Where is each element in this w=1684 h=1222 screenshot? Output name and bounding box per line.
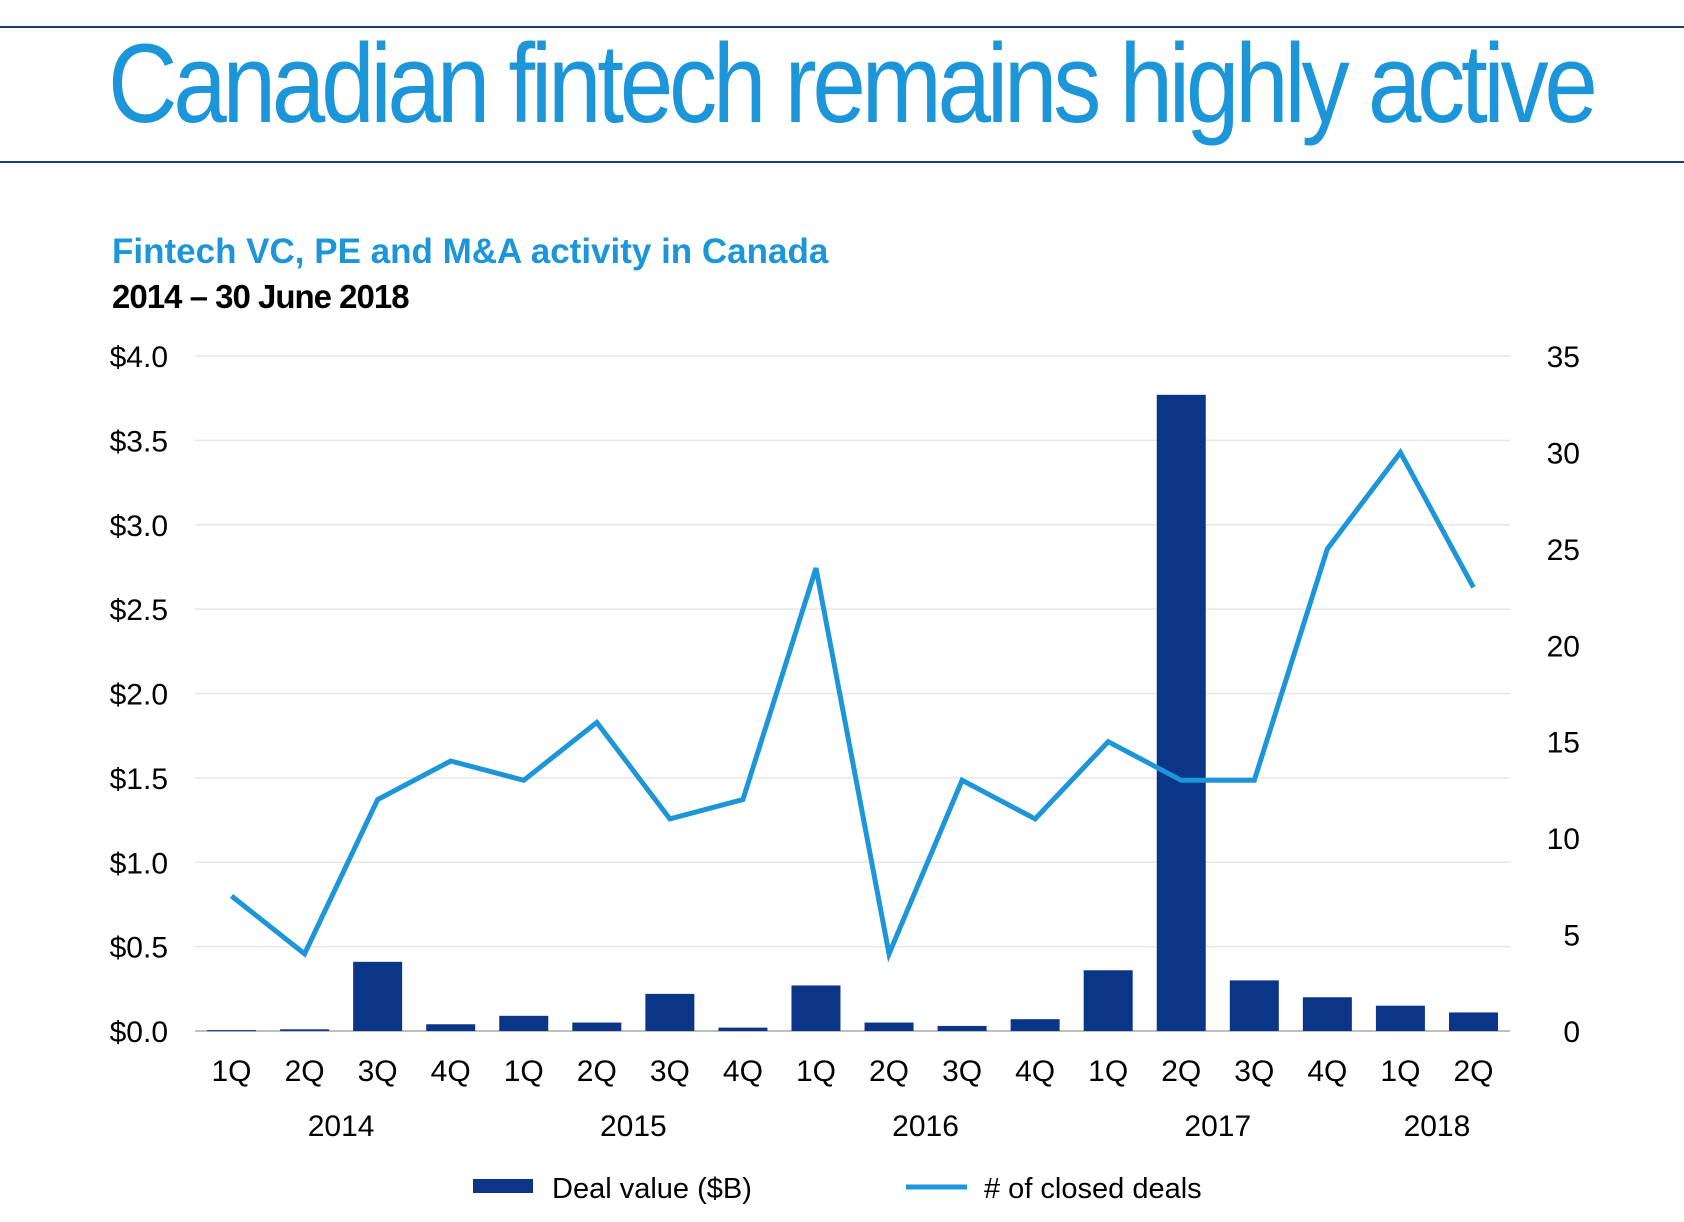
x-tick-label: 1Q	[1380, 1055, 1420, 1088]
axis-labels: $0.0 $0.5 $1.0 $1.5 $2.0 $2.5 $3.0 $3.5 $4.0 0 5 10…	[110, 341, 1580, 1143]
x-tick-label: 3Q	[1234, 1055, 1274, 1088]
top-rule	[0, 26, 1684, 28]
x-tick-label: 3Q	[650, 1055, 690, 1088]
bar	[645, 993, 695, 1031]
bar	[499, 1015, 549, 1031]
bar	[572, 1022, 622, 1031]
bar	[1448, 1012, 1498, 1031]
x-group-label: 2018	[1404, 1110, 1471, 1143]
bar	[280, 1029, 330, 1031]
bar	[791, 985, 841, 1031]
y-right-tick-label: 30	[1547, 437, 1580, 470]
bar	[1375, 1005, 1425, 1031]
y-left-tick-label: $0.0	[110, 1016, 168, 1049]
y-left-tick-label: $3.0	[110, 510, 168, 543]
bar	[1010, 1019, 1060, 1031]
bar	[207, 1030, 257, 1032]
bar	[1302, 997, 1352, 1031]
x-group-label: 2017	[1184, 1110, 1251, 1143]
y-left-tick-label: $2.0	[110, 679, 168, 712]
y-right-tick-label: 35	[1547, 341, 1580, 374]
y-left-tick-label: $4.0	[110, 341, 168, 374]
deals-line	[229, 447, 1476, 963]
y-right-tick-label: 15	[1547, 727, 1580, 760]
x-tick-label: 3Q	[942, 1055, 982, 1088]
y-left-tick-label: $2.5	[110, 594, 168, 627]
x-tick-label: 4Q	[1015, 1055, 1055, 1088]
x-tick-label: 2Q	[577, 1055, 617, 1088]
y-right-tick-label: 0	[1563, 1016, 1580, 1049]
y-right-tick-label: 20	[1547, 630, 1580, 663]
chart-title: Fintech VC, PE and M&A activity in Canad…	[112, 232, 829, 271]
x-tick-label: 4Q	[1307, 1055, 1347, 1088]
heading-rule	[0, 161, 1684, 163]
bar	[937, 1025, 987, 1031]
y-left-tick-label: $1.5	[110, 763, 168, 796]
x-tick-label: 3Q	[358, 1055, 398, 1088]
bar	[1156, 394, 1206, 1031]
x-tick-label: 1Q	[504, 1055, 544, 1088]
page-heading: Canadian fintech remains highly active	[108, 21, 1598, 146]
chart-subtitle: 2014 – 30 June 2018	[112, 278, 410, 315]
x-tick-label: 4Q	[723, 1055, 763, 1088]
bar-series	[207, 394, 1498, 1032]
x-tick-label: 1Q	[212, 1055, 252, 1088]
x-group-label: 2015	[600, 1110, 667, 1143]
bar	[864, 1022, 914, 1031]
bar	[353, 961, 403, 1031]
x-tick-label: 1Q	[796, 1055, 836, 1088]
x-tick-label: 2Q	[1161, 1055, 1201, 1088]
x-group-label: 2014	[308, 1110, 375, 1143]
gridlines	[195, 355, 1510, 1032]
y-left-tick-label: $3.5	[110, 425, 168, 458]
y-right-tick-label: 25	[1547, 534, 1580, 567]
bar	[426, 1024, 476, 1031]
x-group-label: 2016	[892, 1110, 959, 1143]
y-left-tick-label: $1.0	[110, 847, 168, 880]
x-tick-label: 2Q	[869, 1055, 909, 1088]
legend-swatch-bar	[473, 1179, 533, 1193]
x-tick-label: 2Q	[1453, 1055, 1493, 1088]
y-right-tick-label: 10	[1547, 823, 1580, 856]
line-series	[229, 447, 1476, 963]
x-tick-label: 1Q	[1088, 1055, 1128, 1088]
legend-label-bar: Deal value ($B)	[552, 1173, 752, 1205]
bar	[718, 1027, 768, 1031]
x-tick-label: 4Q	[431, 1055, 471, 1088]
y-right-tick-label: 5	[1563, 920, 1580, 953]
legend-label-line: # of closed deals	[984, 1173, 1202, 1205]
bar	[1229, 980, 1279, 1031]
x-tick-label: 2Q	[285, 1055, 325, 1088]
bar	[1083, 970, 1133, 1031]
legend: Deal value ($B) # of closed deals	[473, 1173, 1202, 1205]
y-left-tick-label: $0.5	[110, 932, 168, 965]
